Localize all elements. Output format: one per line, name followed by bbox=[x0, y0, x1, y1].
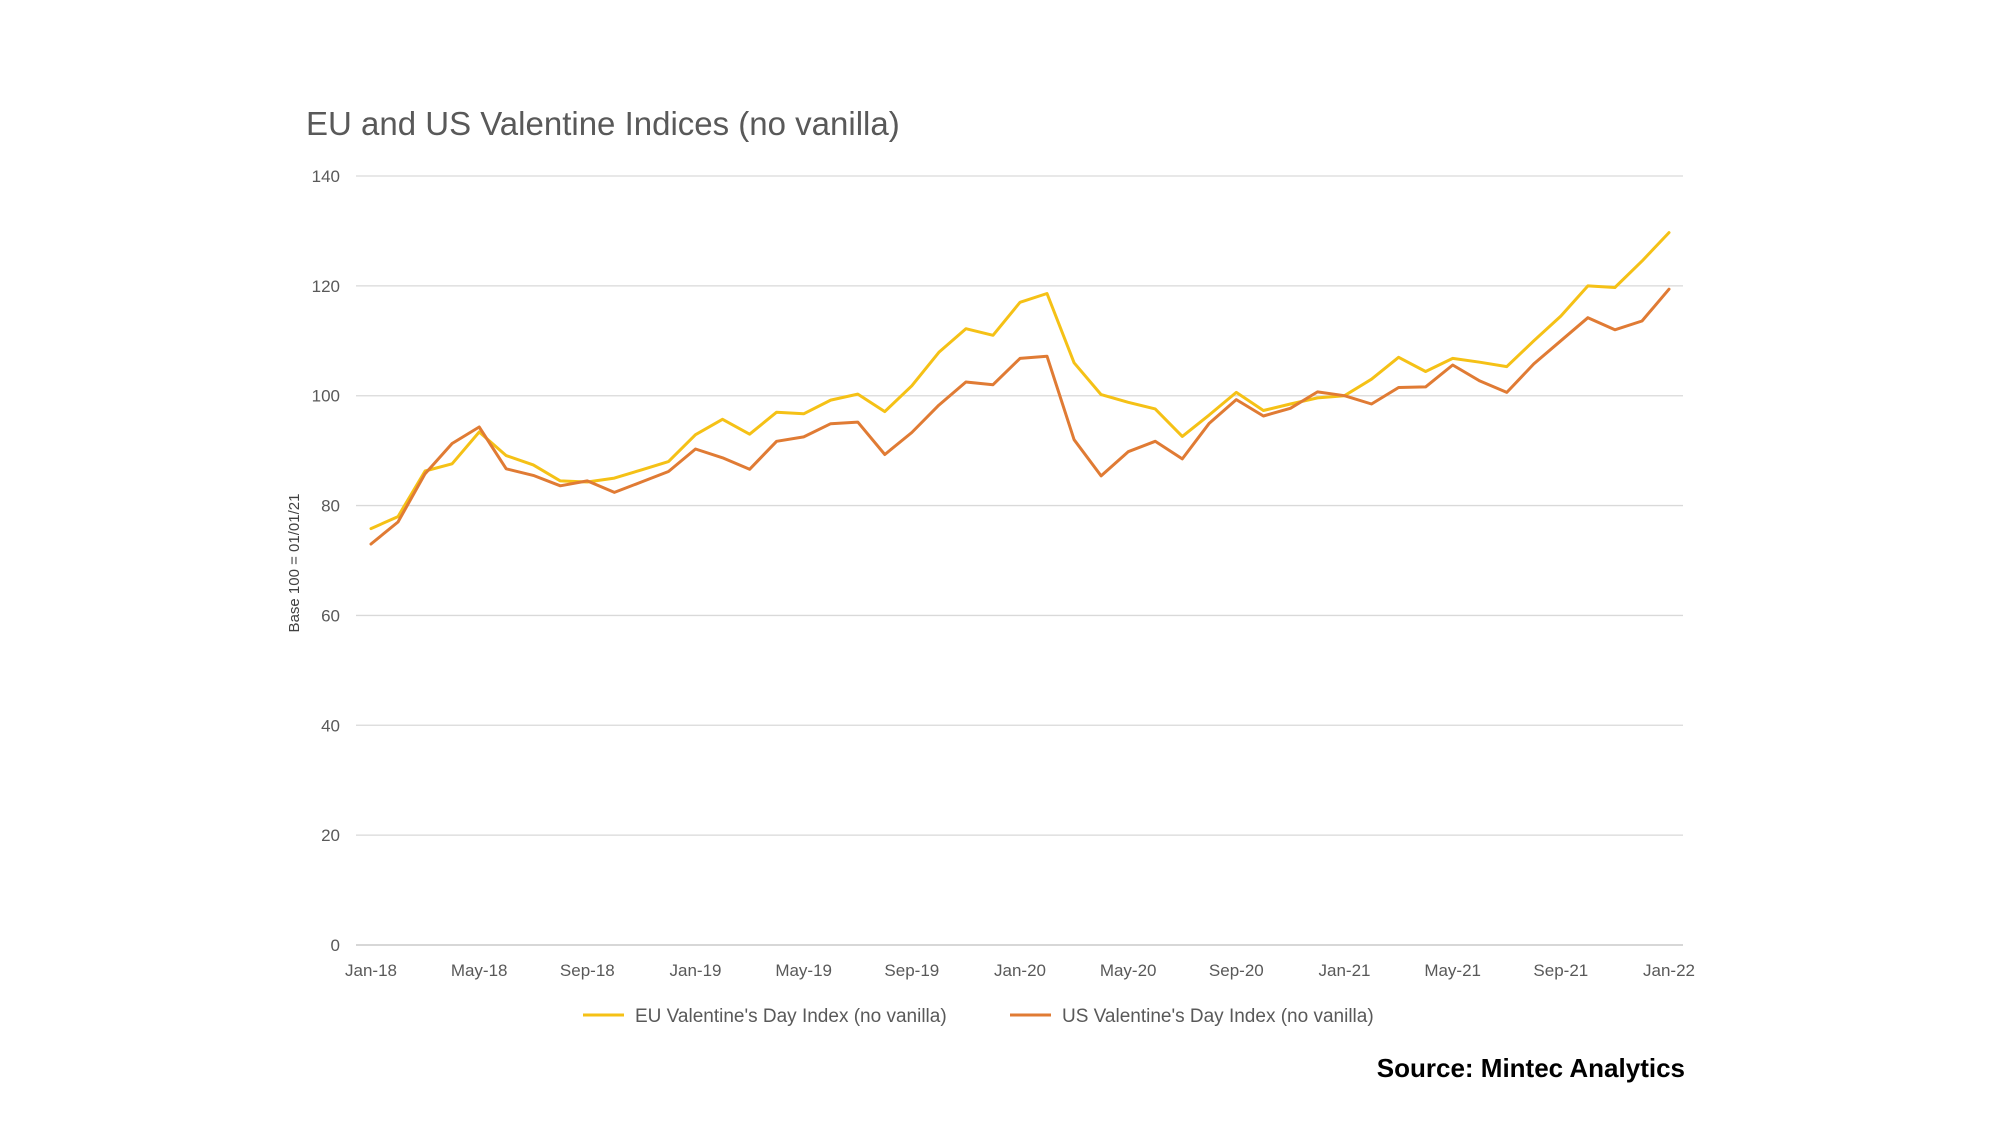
legend-label: EU Valentine's Day Index (no vanilla) bbox=[635, 1006, 947, 1027]
y-axis-ticks: 0 20 40 60 80 100 120 140 bbox=[312, 167, 340, 955]
x-tick-label: Jan-21 bbox=[1319, 961, 1371, 980]
legend: EU Valentine's Day Index (no vanilla) US … bbox=[583, 1006, 1374, 1027]
series-line-us bbox=[369, 287, 1671, 546]
gridlines bbox=[356, 175, 1683, 946]
x-tick-label: Jan-18 bbox=[345, 961, 397, 980]
x-tick-label: Sep-21 bbox=[1533, 961, 1588, 980]
x-tick-label: Jan-22 bbox=[1643, 961, 1695, 980]
y-tick-label: 40 bbox=[321, 716, 340, 735]
y-tick-label: 60 bbox=[321, 606, 340, 625]
y-tick-label: 80 bbox=[321, 497, 340, 516]
x-tick-label: Sep-20 bbox=[1209, 961, 1264, 980]
x-tick-label: Jan-20 bbox=[994, 961, 1046, 980]
x-axis-ticks: Jan-18 May-18 Sep-18 Jan-19 May-19 Sep-19 Jan-… bbox=[345, 961, 1695, 980]
x-tick-label: Sep-18 bbox=[560, 961, 615, 980]
x-tick-label: May-19 bbox=[775, 961, 832, 980]
x-tick-label: May-20 bbox=[1100, 961, 1157, 980]
y-tick-label: 140 bbox=[312, 167, 340, 186]
y-tick-label: 20 bbox=[321, 826, 340, 845]
y-axis-label: Base 100 = 01/01/21 bbox=[286, 494, 303, 633]
chart-title: EU and US Valentine Indices (no vanilla) bbox=[306, 105, 900, 142]
legend-label: US Valentine's Day Index (no vanilla) bbox=[1062, 1006, 1374, 1027]
x-tick-label: Sep-19 bbox=[884, 961, 939, 980]
y-tick-label: 120 bbox=[312, 277, 340, 296]
x-tick-label: Jan-19 bbox=[670, 961, 722, 980]
x-tick-label: May-18 bbox=[451, 961, 508, 980]
y-tick-label: 100 bbox=[312, 387, 340, 406]
series-lines bbox=[369, 231, 1671, 546]
source-note: Source: Mintec Analytics bbox=[1377, 1053, 1685, 1083]
y-tick-label: 0 bbox=[331, 936, 340, 955]
x-tick-label: May-21 bbox=[1424, 961, 1481, 980]
